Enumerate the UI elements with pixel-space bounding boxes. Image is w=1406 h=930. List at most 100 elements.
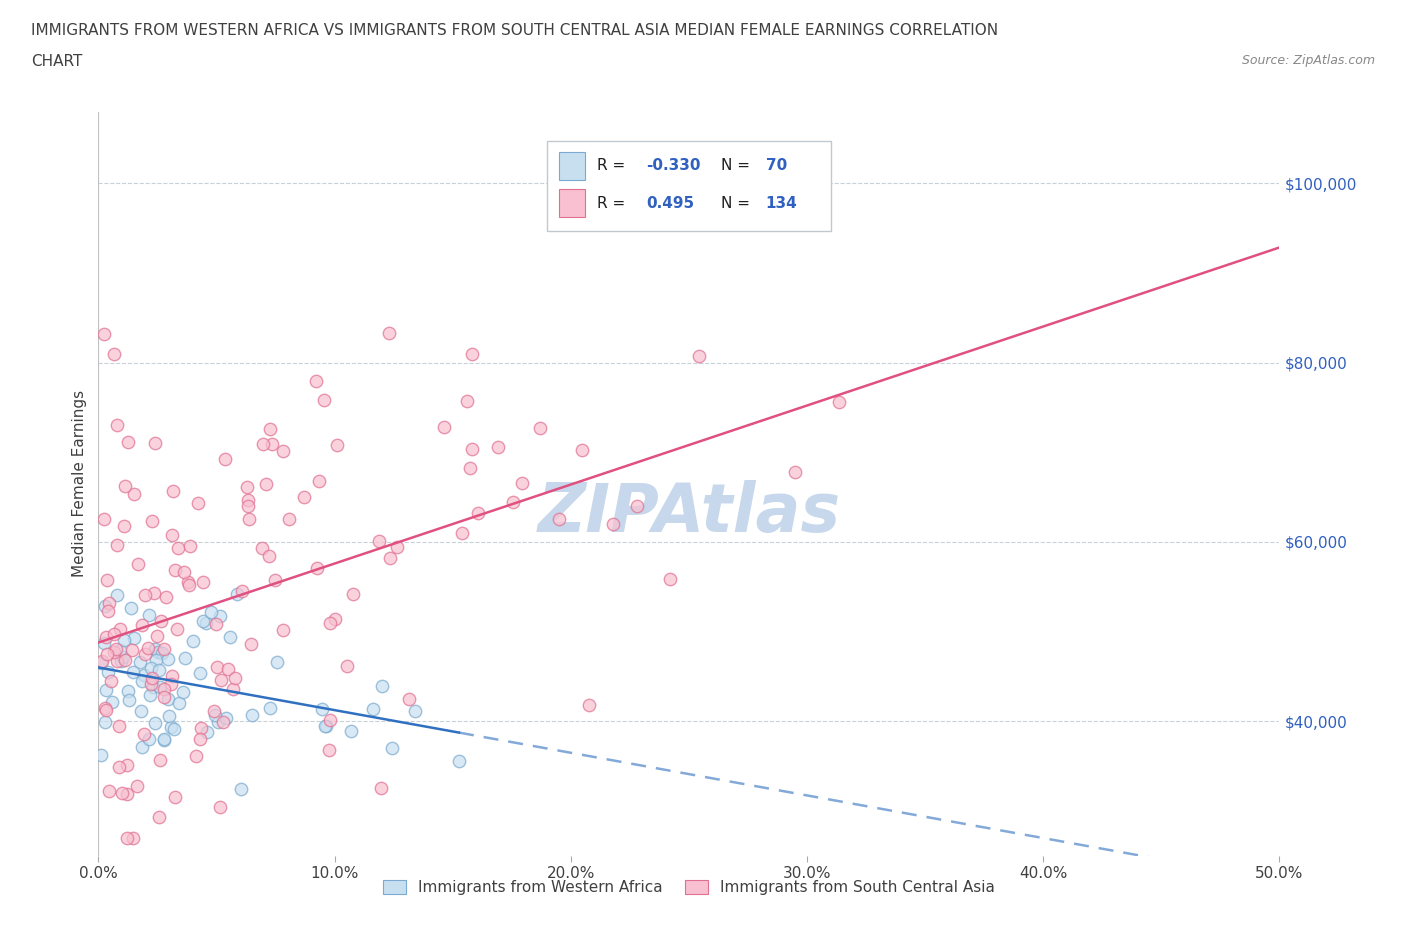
Text: R =: R = bbox=[596, 158, 626, 173]
Point bbox=[626, 498, 648, 513]
Point bbox=[91, 653, 114, 668]
Point bbox=[319, 712, 342, 727]
Point bbox=[231, 583, 253, 598]
Text: R =: R = bbox=[596, 195, 626, 210]
Point bbox=[153, 733, 176, 748]
Point bbox=[149, 753, 172, 768]
Point bbox=[262, 436, 284, 451]
Point bbox=[110, 653, 132, 668]
Point bbox=[122, 486, 145, 501]
Point bbox=[193, 575, 215, 590]
Point bbox=[103, 347, 125, 362]
Point bbox=[236, 480, 259, 495]
Point bbox=[117, 787, 139, 802]
Point bbox=[146, 629, 169, 644]
Point bbox=[342, 586, 364, 601]
Text: N =: N = bbox=[721, 158, 749, 173]
Point bbox=[125, 778, 148, 793]
Point bbox=[785, 464, 807, 479]
Text: -0.330: -0.330 bbox=[647, 158, 702, 173]
Point bbox=[209, 800, 232, 815]
Point bbox=[132, 668, 155, 683]
Point bbox=[602, 516, 624, 531]
Point bbox=[143, 641, 166, 656]
Point bbox=[117, 435, 139, 450]
Point bbox=[94, 702, 117, 717]
Point bbox=[319, 616, 342, 631]
Text: N =: N = bbox=[721, 195, 749, 210]
Point bbox=[340, 724, 363, 738]
Point bbox=[131, 704, 153, 719]
Point bbox=[200, 605, 222, 620]
Point bbox=[157, 708, 180, 723]
Point bbox=[131, 618, 153, 632]
Point bbox=[162, 722, 184, 737]
Point bbox=[167, 696, 190, 711]
Point bbox=[94, 714, 117, 729]
Point bbox=[157, 692, 180, 707]
Point bbox=[167, 541, 190, 556]
Point bbox=[93, 512, 115, 526]
Point bbox=[108, 719, 131, 734]
Point bbox=[128, 655, 150, 670]
Point bbox=[385, 539, 408, 554]
Point bbox=[177, 575, 200, 590]
Point bbox=[456, 393, 478, 408]
Point bbox=[378, 326, 401, 340]
Point bbox=[467, 505, 489, 520]
Point bbox=[370, 679, 392, 694]
Point bbox=[108, 622, 131, 637]
Point bbox=[94, 683, 117, 698]
Point bbox=[111, 786, 134, 801]
Point bbox=[238, 498, 260, 513]
Point bbox=[177, 578, 200, 592]
Point bbox=[174, 651, 197, 666]
Point bbox=[214, 452, 236, 467]
Point bbox=[97, 604, 120, 618]
Point bbox=[145, 653, 167, 668]
Point bbox=[361, 701, 384, 716]
Point bbox=[96, 630, 118, 644]
Point bbox=[166, 621, 188, 636]
Point bbox=[134, 647, 156, 662]
Point bbox=[217, 661, 239, 676]
Point bbox=[96, 646, 118, 661]
Point bbox=[381, 740, 404, 755]
Point bbox=[117, 758, 139, 773]
Point bbox=[458, 461, 481, 476]
Point bbox=[194, 616, 217, 631]
Point bbox=[163, 563, 186, 578]
Point bbox=[150, 645, 173, 660]
Point bbox=[97, 596, 120, 611]
Point bbox=[139, 660, 162, 675]
Point bbox=[114, 519, 136, 534]
Point bbox=[134, 726, 156, 741]
Point bbox=[179, 538, 201, 553]
Point bbox=[108, 643, 131, 658]
Text: ZIPAtlas: ZIPAtlas bbox=[537, 481, 841, 546]
Point bbox=[447, 753, 470, 768]
Point bbox=[510, 475, 533, 490]
Point bbox=[118, 692, 141, 707]
Point bbox=[184, 749, 207, 764]
Text: 134: 134 bbox=[766, 195, 797, 210]
Point bbox=[100, 674, 122, 689]
Point bbox=[252, 540, 274, 555]
Point bbox=[292, 490, 315, 505]
Point bbox=[139, 677, 162, 692]
Point bbox=[188, 732, 211, 747]
Point bbox=[190, 721, 212, 736]
Text: Source: ZipAtlas.com: Source: ZipAtlas.com bbox=[1241, 54, 1375, 67]
Point bbox=[314, 392, 336, 407]
Point bbox=[183, 633, 205, 648]
Point bbox=[187, 496, 209, 511]
Point bbox=[173, 565, 195, 579]
Point bbox=[571, 443, 593, 458]
Point bbox=[433, 419, 456, 434]
Point bbox=[105, 418, 128, 432]
Point bbox=[105, 538, 128, 552]
Point bbox=[325, 437, 347, 452]
Point bbox=[117, 830, 139, 845]
Point bbox=[150, 614, 173, 629]
Point bbox=[368, 533, 391, 548]
